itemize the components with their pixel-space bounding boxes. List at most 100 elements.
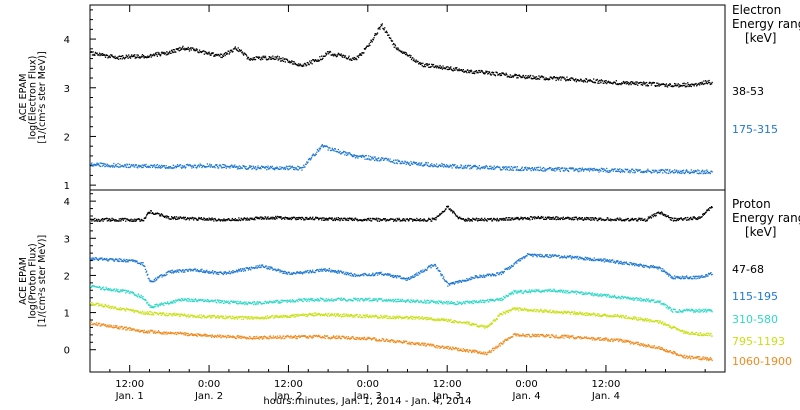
data-point: [371, 300, 373, 302]
data-point: [129, 166, 131, 169]
data-point: [419, 61, 421, 64]
data-point: [566, 216, 569, 218]
data-point: [685, 170, 687, 172]
data-point: [656, 85, 658, 87]
data-point: [327, 219, 329, 221]
data-point: [217, 219, 219, 221]
data-point: [392, 274, 394, 276]
data-point: [160, 167, 162, 169]
data-point: [412, 220, 414, 222]
data-point: [527, 218, 529, 220]
data-point: [701, 216, 703, 218]
data-point: [178, 271, 180, 273]
data-point: [243, 302, 245, 304]
data-point: [681, 85, 683, 87]
data-point: [122, 56, 124, 59]
data-point: [640, 264, 642, 266]
data-point: [94, 217, 96, 220]
data-point: [621, 262, 623, 264]
data-point: [159, 165, 161, 168]
data-point: [471, 278, 473, 280]
data-point: [410, 162, 413, 164]
data-point: [212, 52, 214, 54]
data-point: [647, 168, 649, 170]
data-point: [412, 299, 414, 301]
data-point: [225, 273, 227, 275]
data-point: [195, 299, 197, 301]
data-point: [425, 162, 428, 164]
data-point: [474, 275, 476, 277]
data-point: [108, 289, 110, 291]
data-point: [211, 271, 213, 273]
data-point: [422, 269, 424, 271]
data-point: [464, 303, 466, 305]
data-point: [210, 272, 212, 274]
data-point: [311, 155, 313, 157]
data-point: [515, 74, 517, 77]
data-point: [570, 256, 572, 259]
data-point: [117, 162, 119, 165]
data-point: [602, 170, 604, 173]
data-point: [243, 54, 245, 56]
data-point: [664, 271, 666, 273]
data-point: [450, 282, 453, 284]
data-point: [261, 216, 263, 218]
data-point: [175, 271, 177, 273]
data-point: [356, 298, 358, 300]
data-point: [261, 56, 263, 58]
data-point: [200, 164, 202, 166]
data-point: [203, 217, 205, 220]
data-point: [590, 167, 592, 170]
data-point: [415, 273, 417, 275]
data-point: [326, 218, 329, 220]
data-point: [365, 155, 367, 157]
data-point: [100, 288, 102, 290]
data-point: [502, 218, 504, 220]
data-point: [449, 301, 451, 303]
data-point: [368, 300, 370, 302]
data-point: [393, 220, 395, 222]
data-point: [515, 290, 517, 292]
data-point: [184, 271, 186, 273]
data-point: [526, 218, 528, 220]
data-point: [636, 219, 638, 221]
data-point: [657, 267, 660, 269]
data-point: [699, 84, 701, 86]
data-point: [563, 256, 565, 258]
data-point: [489, 73, 491, 75]
data-point: [106, 259, 108, 261]
data-point: [308, 300, 310, 302]
data-point: [191, 269, 194, 271]
data-point: [464, 220, 466, 222]
data-point: [302, 300, 304, 303]
data-point: [149, 212, 151, 214]
data-point: [255, 303, 257, 305]
data-point: [215, 53, 217, 56]
data-point: [357, 157, 359, 159]
data-point: [485, 165, 488, 167]
data-point: [527, 167, 529, 169]
data-point: [559, 76, 561, 78]
data-point: [553, 169, 555, 171]
data-point: [477, 166, 479, 168]
data-point: [430, 165, 432, 167]
data-point: [168, 216, 170, 218]
data-point: [444, 68, 447, 70]
data-point: [232, 50, 234, 53]
data-point: [423, 270, 425, 273]
data-point: [229, 51, 231, 54]
data-point: [144, 217, 147, 219]
data-point: [509, 168, 511, 170]
data-point: [309, 159, 311, 161]
data-point: [618, 83, 620, 86]
data-point: [309, 298, 311, 301]
data-point: [700, 172, 702, 175]
data-point: [576, 218, 578, 220]
data-point: [204, 219, 206, 221]
data-point: [222, 166, 225, 169]
data-point: [289, 165, 291, 167]
data-point: [497, 219, 499, 221]
data-point: [418, 271, 420, 274]
data-point: [347, 219, 350, 222]
data-point: [209, 271, 211, 273]
